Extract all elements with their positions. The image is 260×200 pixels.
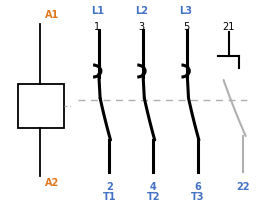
Bar (18, 84, 64, 128)
Text: T1: T1 (102, 192, 116, 200)
Text: L3: L3 (179, 6, 192, 16)
Text: L1: L1 (91, 6, 104, 16)
Text: 5: 5 (183, 22, 189, 32)
Text: 22: 22 (236, 182, 250, 192)
Text: 4: 4 (150, 182, 157, 192)
Text: 3: 3 (139, 22, 145, 32)
Text: T2: T2 (147, 192, 160, 200)
Text: L2: L2 (135, 6, 148, 16)
Text: T3: T3 (191, 192, 204, 200)
Text: A2: A2 (45, 178, 59, 188)
Text: 6: 6 (194, 182, 201, 192)
Text: 21: 21 (223, 22, 235, 32)
Text: 2: 2 (106, 182, 113, 192)
Text: A1: A1 (45, 10, 59, 20)
Text: 1: 1 (94, 22, 101, 32)
